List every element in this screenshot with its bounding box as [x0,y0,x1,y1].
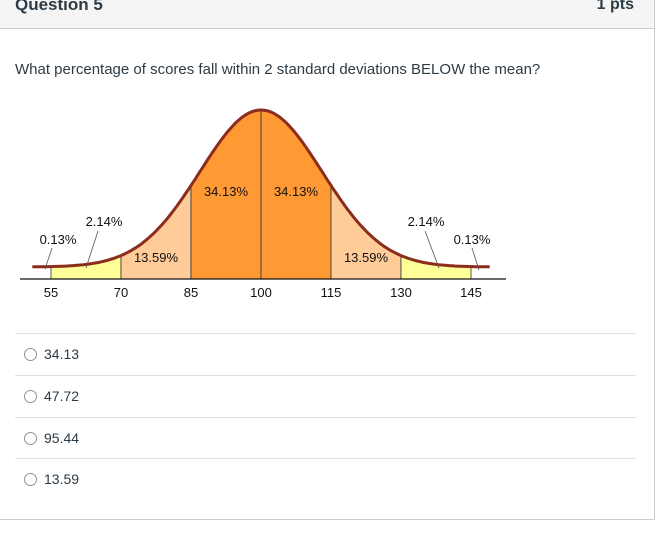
leader-line [424,230,440,269]
option-label[interactable]: 47.72 [44,388,80,404]
radio-button[interactable] [24,473,37,486]
region-label: 2.14% [86,214,123,229]
option-label[interactable]: 95.44 [44,430,80,446]
question-header: Question 5 1 pts [0,0,654,29]
option-label[interactable]: 13.59 [44,471,80,487]
question-points: 1 pts [596,0,634,13]
question-title: Question 5 [15,0,103,14]
tick-label: 115 [321,285,342,300]
tick-label: 85 [184,285,198,300]
region-label: 13.59% [344,250,389,265]
region-label: 34.13% [204,184,249,199]
leader-line [85,230,99,269]
normal-distribution-chart: 55 70 85 100 115 130 145 2.14% 13.59% 34.13% 34.13… [20,108,506,300]
option-label[interactable]: 34.13 [44,346,80,362]
tick-label: 130 [390,285,412,300]
tick-label: 145 [460,285,482,300]
region-label: 13.59% [134,250,179,265]
distribution-curve [32,108,490,269]
radio-button[interactable] [24,432,37,445]
leader-line [44,247,53,270]
answer-option[interactable]: 13.59 [15,458,636,500]
tail-label: 0.13% [40,232,77,247]
answer-option[interactable]: 95.44 [15,417,636,459]
radio-button[interactable] [24,390,37,403]
tick-label: 100 [250,285,272,300]
answer-option[interactable]: 47.72 [15,375,636,417]
radio-button[interactable] [24,348,37,361]
region-label: 2.14% [408,214,445,229]
question-text: What percentage of scores fall within 2 … [15,61,541,78]
tick-label: 55 [44,285,58,300]
tick-label: 70 [114,285,128,300]
tail-label: 0.13% [454,232,491,247]
region-label: 34.13% [274,184,319,199]
answer-option[interactable]: 34.13 [15,333,636,375]
leader-line [471,247,480,271]
